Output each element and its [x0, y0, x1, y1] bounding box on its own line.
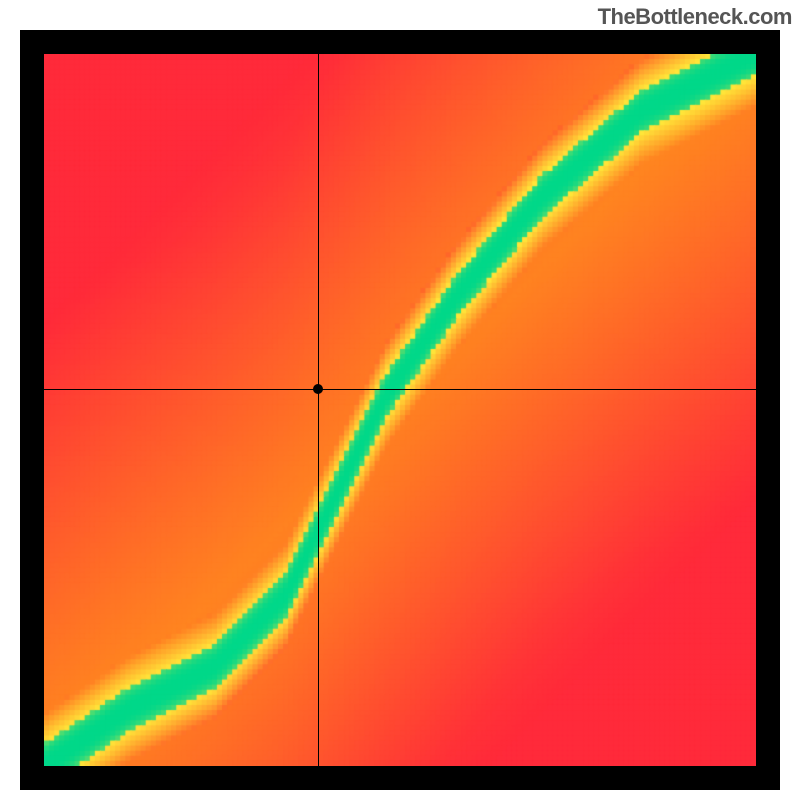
plot-area — [44, 54, 756, 766]
watermark-text: TheBottleneck.com — [598, 4, 792, 30]
crosshair-vertical — [318, 54, 319, 766]
heatmap-canvas — [44, 54, 756, 766]
plot-outer-frame — [20, 30, 780, 790]
crosshair-marker — [313, 384, 323, 394]
crosshair-horizontal — [44, 389, 756, 390]
figure-container: TheBottleneck.com — [0, 0, 800, 800]
